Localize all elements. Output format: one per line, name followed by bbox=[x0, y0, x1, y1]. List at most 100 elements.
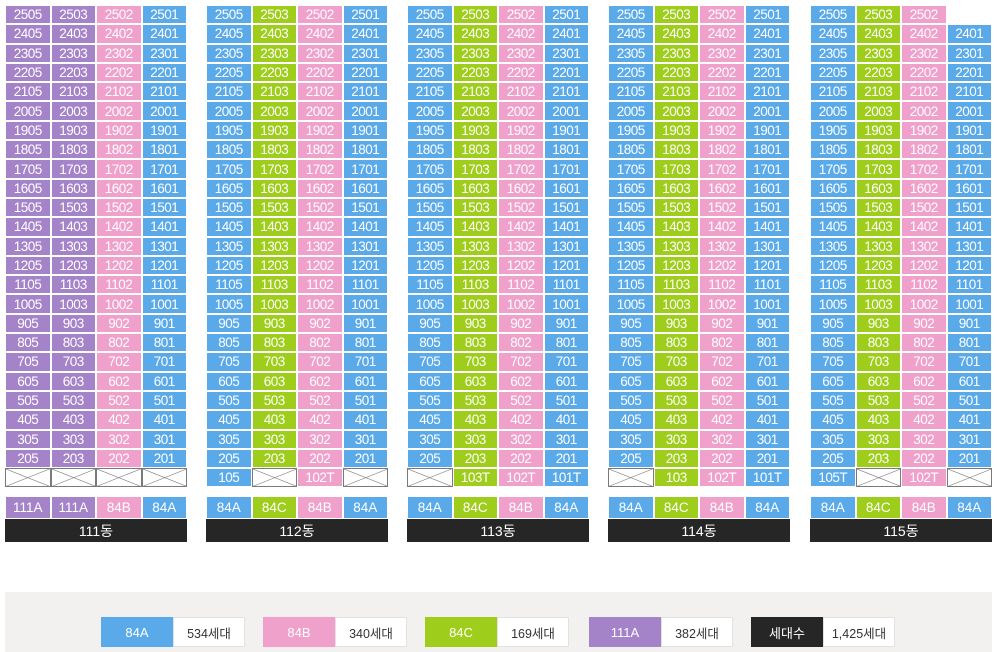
unit-cell: 1905 bbox=[608, 120, 654, 141]
legend-item-84c: 84C 169세대 bbox=[425, 617, 569, 647]
unit-type-label: 84C bbox=[855, 496, 901, 520]
unit-cell: 902 bbox=[498, 313, 544, 334]
unit-cell: 105 bbox=[206, 468, 252, 488]
unit-cell: 505 bbox=[407, 390, 453, 411]
unit-cell: 205 bbox=[206, 448, 252, 469]
floor-row: 1705 1703 1702 1701 bbox=[5, 159, 187, 179]
floor-row: 2405 2403 2402 2401 bbox=[810, 24, 992, 44]
unit-cell: 2101 bbox=[141, 82, 187, 102]
floor-row: 2105 2103 2102 2101 bbox=[407, 82, 589, 102]
unit-cell: 1005 bbox=[810, 294, 856, 314]
unit-cell: 903 bbox=[855, 313, 901, 334]
floor-row: 1705 1703 1702 1701 bbox=[608, 159, 790, 179]
unit-cell: 1401 bbox=[342, 217, 388, 237]
unit-cell: 2102 bbox=[699, 82, 745, 102]
unit-cell: 2003 bbox=[452, 101, 498, 121]
floor-row: 305 303 302 301 bbox=[608, 429, 790, 449]
cross-icon bbox=[408, 469, 452, 486]
legend-item-111a: 111A 382세대 bbox=[589, 617, 733, 647]
unit-cell: 2401 bbox=[744, 24, 790, 44]
unit-cell: 1705 bbox=[407, 159, 453, 179]
cross-icon bbox=[143, 469, 187, 486]
unit-cell: 1502 bbox=[699, 197, 745, 218]
unit-cell: 2203 bbox=[653, 62, 699, 83]
unit-type-label: 84A bbox=[206, 496, 252, 520]
unit-cell: 1303 bbox=[50, 236, 96, 256]
unit-cell: 2203 bbox=[251, 62, 297, 83]
unit-cell: 405 bbox=[407, 410, 453, 430]
building-4: 2505 2503 2502 2501 2405 2403 2402 2401 2305 2303… bbox=[608, 5, 790, 543]
unit-cell: 2103 bbox=[452, 82, 498, 102]
unit-cell: 703 bbox=[653, 352, 699, 372]
legend-swatch: 84A bbox=[101, 617, 173, 647]
unit-cell: 1803 bbox=[855, 140, 901, 160]
unit-cell: 2302 bbox=[96, 43, 142, 63]
unit-cell: 2101 bbox=[946, 82, 992, 102]
unit-cell: 603 bbox=[653, 371, 699, 391]
unit-cell: 1701 bbox=[744, 159, 790, 179]
building-layout-area: 2505 2503 2502 2501 2405 2403 2402 2401 2305 2303… bbox=[5, 5, 992, 543]
unit-cell: 201 bbox=[141, 448, 187, 469]
unit-cell: 1101 bbox=[543, 275, 589, 295]
unit-cell: 2301 bbox=[342, 43, 388, 63]
unit-cell: 905 bbox=[608, 313, 654, 334]
unit-cell: 502 bbox=[96, 390, 142, 411]
unit-cell: 2505 bbox=[5, 5, 51, 25]
unit-cell: 2001 bbox=[141, 101, 187, 121]
unit-cell: 103 bbox=[653, 468, 699, 488]
unit-cell: 2203 bbox=[855, 62, 901, 83]
unit-cell: 1201 bbox=[543, 255, 589, 276]
unit-cell: 205 bbox=[608, 448, 654, 469]
unit-cell: 1001 bbox=[342, 294, 388, 314]
unit-cell: 2301 bbox=[141, 43, 187, 63]
unit-cell: 2001 bbox=[543, 101, 589, 121]
floor-row: 1905 1903 1902 1901 bbox=[810, 120, 992, 141]
unit-cell: 1401 bbox=[744, 217, 790, 237]
unit-cell: 2201 bbox=[946, 62, 992, 83]
cross-icon bbox=[253, 469, 297, 486]
unit-cell: 505 bbox=[810, 390, 856, 411]
unit-cell: 1805 bbox=[608, 140, 654, 160]
unit-cell: 102T bbox=[297, 468, 343, 488]
unit-cell: 2203 bbox=[50, 62, 96, 83]
floor-row: 905 903 902 901 bbox=[608, 313, 790, 334]
unit-type-label: 84A bbox=[407, 496, 453, 520]
floor-row: 1105 1103 1102 1101 bbox=[407, 275, 589, 295]
unit-cell: 1905 bbox=[5, 120, 51, 141]
floor-row: 1505 1503 1502 1501 bbox=[608, 197, 790, 218]
unit-cell: 1801 bbox=[141, 140, 187, 160]
unit-cell: 1302 bbox=[699, 236, 745, 256]
unit-cell: 1302 bbox=[297, 236, 343, 256]
unit-cell: 2502 bbox=[498, 5, 544, 25]
unit-cell: 903 bbox=[251, 313, 297, 334]
unit-cell: 1605 bbox=[206, 178, 252, 198]
unit-cell: 1801 bbox=[744, 140, 790, 160]
unit-cell: 1002 bbox=[498, 294, 544, 314]
unit-cell: 1402 bbox=[297, 217, 343, 237]
unit-cell: 905 bbox=[5, 313, 51, 334]
no-unit-cell bbox=[96, 468, 142, 488]
unit-cell: 302 bbox=[297, 429, 343, 449]
unit-cell: 101T bbox=[744, 468, 790, 488]
building-5: 2505 2503 2502 2405 2403 2402 2401 2305 2303 2302… bbox=[810, 5, 992, 543]
floor-row: 505 503 502 501 bbox=[206, 390, 388, 411]
unit-cell: 2302 bbox=[699, 43, 745, 63]
unit-type-label: 84A bbox=[543, 496, 589, 520]
unit-type-label: 84B bbox=[901, 496, 947, 520]
unit-cell: 1403 bbox=[653, 217, 699, 237]
unit-cell: 401 bbox=[946, 410, 992, 430]
unit-cell: 1602 bbox=[96, 178, 142, 198]
unit-cell: 1302 bbox=[901, 236, 947, 256]
unit-cell: 705 bbox=[608, 352, 654, 372]
unit-cell: 1705 bbox=[5, 159, 51, 179]
floor-row: 1405 1403 1402 1401 bbox=[810, 217, 992, 237]
unit-grid: 2505 2503 2502 2501 2405 2403 2402 2401 2305 2303… bbox=[206, 5, 388, 488]
unit-cell: 405 bbox=[5, 410, 51, 430]
unit-cell: 1603 bbox=[855, 178, 901, 198]
floor-row: 1005 1003 1002 1001 bbox=[810, 294, 992, 314]
unit-cell: 2405 bbox=[407, 24, 453, 44]
unit-cell: 805 bbox=[206, 333, 252, 353]
unit-cell: 302 bbox=[901, 429, 947, 449]
unit-cell: 1502 bbox=[297, 197, 343, 218]
unit-cell: 1805 bbox=[407, 140, 453, 160]
